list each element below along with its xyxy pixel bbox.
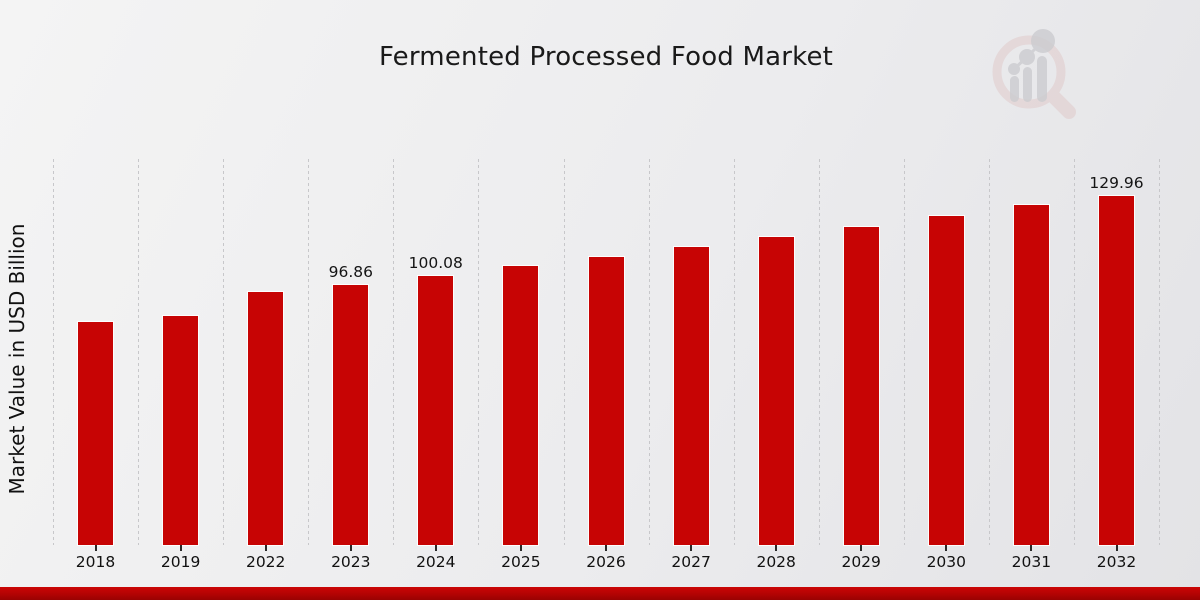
gridline bbox=[1073, 159, 1075, 545]
x-tick-label: 2023 bbox=[331, 553, 371, 571]
x-axis-tick bbox=[179, 545, 182, 551]
bar-2031 bbox=[1012, 203, 1050, 547]
x-tick-label: 2024 bbox=[416, 553, 456, 571]
x-axis-tick bbox=[434, 545, 437, 551]
x-tick-label: 2025 bbox=[501, 553, 541, 571]
x-tick-label: 2028 bbox=[756, 553, 796, 571]
x-tick-label: 2030 bbox=[926, 553, 967, 571]
x-tick-label: 2027 bbox=[671, 553, 711, 571]
bar-2025 bbox=[502, 265, 540, 546]
bar-2030 bbox=[927, 214, 965, 547]
bar-2028 bbox=[757, 235, 795, 547]
bar-2018 bbox=[77, 320, 114, 547]
x-axis-tick bbox=[860, 545, 863, 551]
x-tick-label: 2032 bbox=[1096, 553, 1137, 571]
x-tick-label: 2019 bbox=[160, 553, 201, 571]
x-tick-label: 2031 bbox=[1011, 553, 1052, 571]
x-axis-tick bbox=[519, 545, 522, 551]
gridline bbox=[648, 159, 650, 545]
gridline bbox=[818, 159, 820, 545]
x-tick-label: 2022 bbox=[245, 553, 286, 571]
x-axis-tick bbox=[690, 545, 693, 551]
gridline bbox=[223, 159, 225, 545]
gridline bbox=[393, 159, 395, 545]
x-axis-tick bbox=[1030, 545, 1033, 551]
bar-2022 bbox=[247, 290, 285, 547]
gridline bbox=[138, 159, 140, 545]
gridline bbox=[988, 159, 990, 545]
gridline bbox=[478, 159, 480, 545]
mrfr-watermark-logo bbox=[992, 29, 1076, 119]
gridline bbox=[1159, 159, 1160, 545]
bar-value-label: 129.96 bbox=[1089, 174, 1144, 193]
gridline bbox=[308, 159, 310, 545]
gridline bbox=[563, 159, 565, 545]
bar-trend-icon bbox=[1008, 29, 1055, 102]
magnifier-icon bbox=[992, 35, 1076, 119]
bar-2029 bbox=[842, 225, 880, 547]
x-tick-label: 2018 bbox=[75, 553, 116, 571]
plot-area: 2018 2019 2022 96.86 2023 100.08 2024 2025 2026 2… bbox=[53, 159, 1160, 571]
x-axis-tick bbox=[264, 545, 267, 551]
y-axis-label: Market Value in USD Billion bbox=[5, 223, 29, 495]
x-axis-tick bbox=[605, 545, 607, 551]
bar-2019 bbox=[162, 315, 200, 546]
x-axis-tick bbox=[1115, 545, 1118, 551]
x-axis-tick bbox=[94, 545, 97, 551]
x-tick-label: 2029 bbox=[841, 553, 881, 571]
bar-2032 bbox=[1098, 195, 1135, 546]
bar-2023 bbox=[332, 284, 370, 546]
gridline bbox=[903, 159, 905, 545]
chart-title: Fermented Processed Food Market bbox=[378, 42, 834, 72]
bar-value-label: 100.08 bbox=[408, 254, 463, 273]
x-axis-tick bbox=[349, 545, 352, 551]
x-tick-label: 2026 bbox=[586, 553, 626, 571]
gridline bbox=[53, 159, 54, 545]
bar-2027 bbox=[672, 246, 710, 546]
bar-2024 bbox=[417, 275, 455, 546]
gridline bbox=[733, 159, 735, 545]
bar-2026 bbox=[587, 256, 625, 546]
bar-value-label: 96.86 bbox=[328, 263, 373, 281]
x-axis-tick bbox=[775, 545, 778, 551]
x-axis-tick bbox=[945, 545, 948, 551]
footer-accent-bar bbox=[0, 587, 1200, 600]
